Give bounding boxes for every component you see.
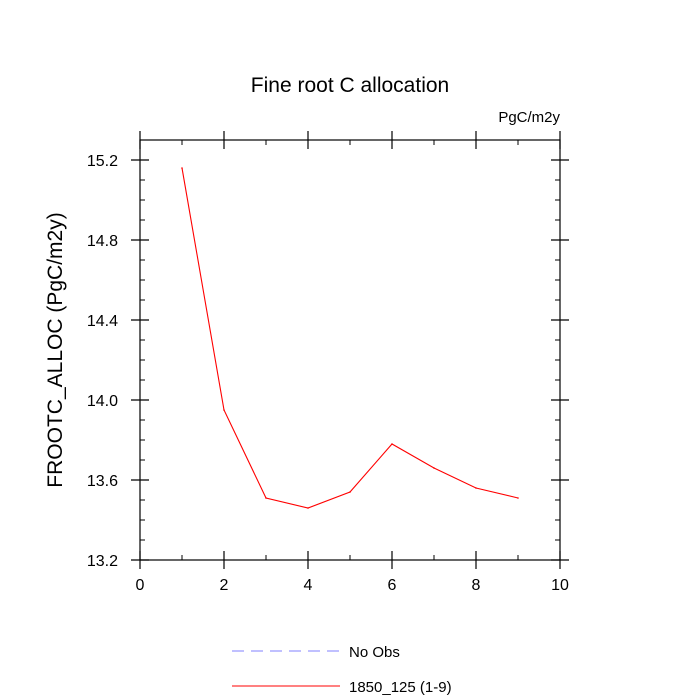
- x-tick-label: 8: [472, 577, 481, 594]
- legend: No Obs 1850_125 (1-9): [232, 644, 452, 696]
- legend-label: No Obs: [349, 644, 400, 661]
- plot-series: [181, 167, 519, 509]
- data-point: [223, 409, 225, 411]
- data-point: [391, 443, 393, 445]
- data-point: [517, 497, 519, 499]
- legend-item: 1850_125 (1-9): [232, 679, 452, 696]
- chart-title: Fine root C allocation: [251, 74, 449, 97]
- data-point: [181, 167, 183, 169]
- data-point: [433, 467, 435, 469]
- x-tick-label: 4: [304, 577, 313, 594]
- y-axis-tick-labels: 13.2 13.6 14.0 14.4 14.8 15.2: [87, 153, 118, 570]
- legend-item: No Obs: [232, 644, 400, 661]
- data-point: [307, 507, 309, 509]
- data-point: [265, 497, 267, 499]
- x-tick-label: 2: [220, 577, 229, 594]
- x-tick-label: 10: [551, 577, 569, 594]
- series-line: [181, 167, 519, 509]
- data-point: [349, 491, 351, 493]
- legend-label: 1850_125 (1-9): [349, 679, 452, 696]
- x-tick-label: 6: [388, 577, 397, 594]
- y-tick-label: 13.2: [87, 553, 118, 570]
- plot-frame: [139, 139, 561, 561]
- y-tick-label: 15.2: [87, 153, 118, 170]
- x-axis-tick-labels: 0 2 4 6 8 10: [136, 577, 569, 594]
- x-axis-ticks: [139, 131, 561, 569]
- chart-units-label: PgC/m2y: [498, 109, 560, 126]
- y-tick-label: 14.4: [87, 313, 118, 330]
- y-axis-label: FROOTC_ALLOC (PgC/m2y): [44, 212, 67, 487]
- y-tick-label: 13.6: [87, 473, 118, 490]
- y-axis-ticks: [131, 159, 569, 561]
- x-tick-label: 0: [136, 577, 145, 594]
- y-tick-label: 14.0: [87, 393, 118, 410]
- y-tick-label: 14.8: [87, 233, 118, 250]
- data-point: [475, 487, 477, 489]
